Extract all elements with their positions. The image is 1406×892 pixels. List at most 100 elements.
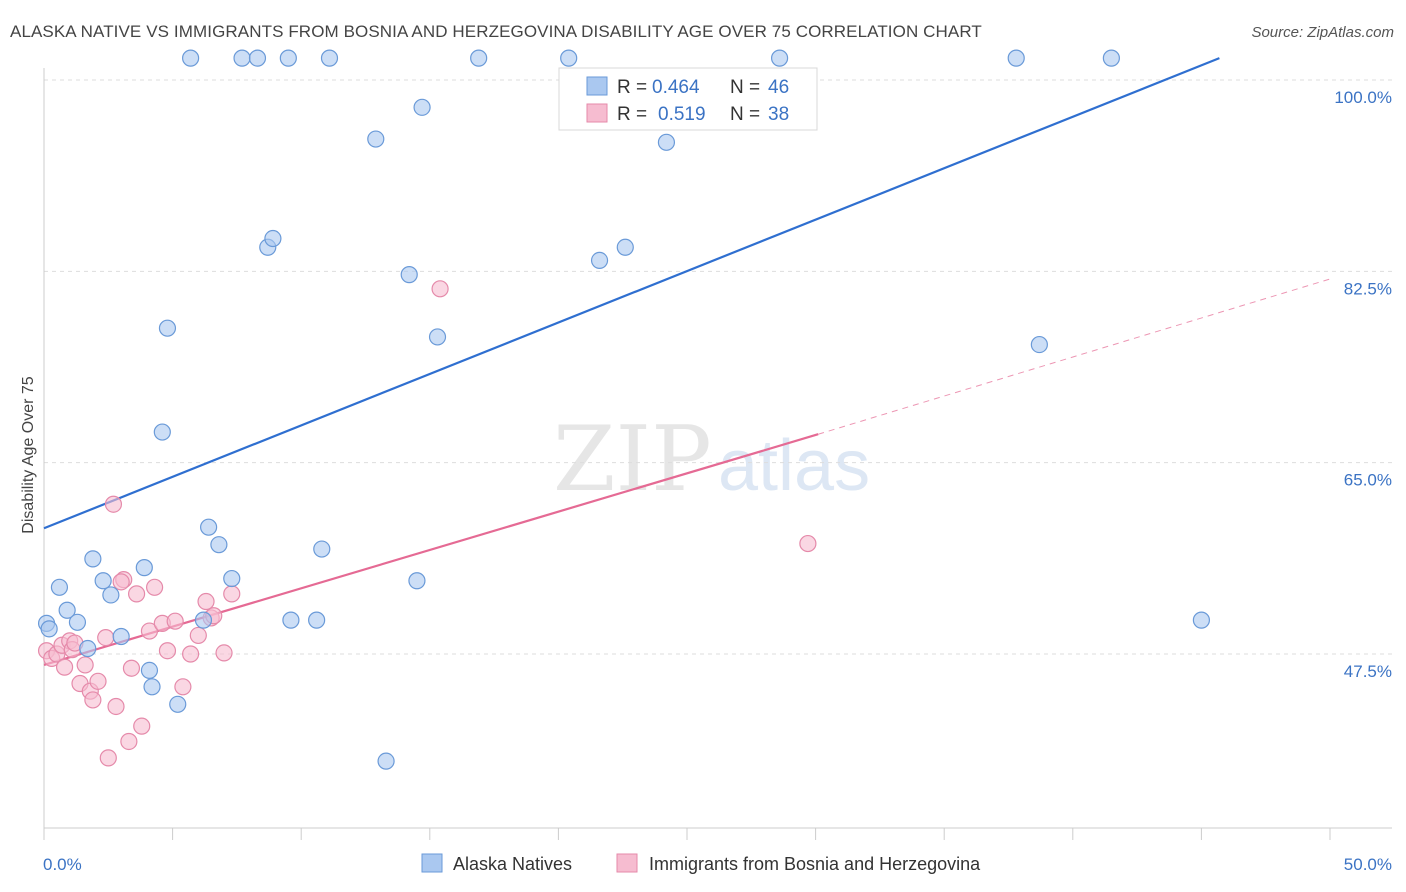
point-alaska-natives	[282, 611, 300, 629]
point-alaska-natives	[50, 578, 69, 596]
point-bosnia	[215, 644, 233, 662]
y-tick-label: 65.0%	[1344, 471, 1392, 490]
point-alaska-natives	[590, 251, 609, 269]
point-alaska-natives	[770, 49, 789, 67]
point-bosnia	[127, 585, 146, 603]
point-alaska-natives	[233, 49, 251, 67]
point-bosnia	[431, 280, 449, 298]
point-alaska-natives	[657, 133, 676, 151]
bottom-legend-label-2: Immigrants from Bosnia and Herzegovina	[649, 854, 981, 874]
point-alaska-natives	[200, 518, 218, 536]
point-alaska-natives	[1030, 335, 1048, 354]
y-tick-label: 47.5%	[1344, 662, 1392, 681]
point-bosnia	[174, 678, 192, 696]
grid-lines	[44, 79, 1392, 655]
legend-r-label-1: R =	[617, 77, 647, 98]
point-alaska-natives	[182, 49, 200, 67]
bottom-legend-swatch-blue	[421, 853, 443, 873]
point-alaska-natives	[84, 550, 102, 568]
correlation-legend: R = 0.464 N = 46 R = 0.519 N = 38	[558, 67, 818, 131]
point-alaska-natives	[158, 319, 177, 337]
point-alaska-natives	[1007, 49, 1025, 67]
point-alaska-natives	[1192, 611, 1211, 629]
trend-line-alaska-natives	[43, 57, 1220, 530]
point-bosnia	[122, 659, 141, 677]
point-alaska-natives	[153, 423, 171, 441]
point-alaska-natives	[194, 611, 213, 629]
point-bosnia	[166, 612, 184, 630]
point-alaska-natives	[408, 572, 426, 590]
point-alaska-natives	[248, 49, 267, 67]
watermark-atlas: atlas	[718, 426, 870, 506]
point-bosnia	[112, 573, 130, 591]
axes	[43, 68, 1392, 840]
point-alaska-natives	[58, 601, 76, 619]
point-alaska-natives	[135, 559, 153, 577]
data-points	[37, 49, 1211, 770]
point-alaska-natives	[279, 49, 297, 67]
y-tick-label: 82.5%	[1344, 279, 1392, 298]
point-alaska-natives	[68, 613, 87, 631]
legend-r-value-2: 0.519	[658, 104, 706, 125]
point-alaska-natives	[413, 98, 431, 116]
point-alaska-natives	[313, 540, 331, 558]
x-tick-label-min: 0.0%	[43, 855, 82, 874]
series-legend: Alaska Natives Immigrants from Bosnia an…	[421, 853, 981, 874]
source-credit: Source: ZipAtlas.com	[1251, 24, 1394, 41]
legend-n-label-1: N =	[730, 77, 760, 98]
point-bosnia	[197, 592, 215, 611]
point-bosnia	[89, 672, 107, 690]
point-alaska-natives	[470, 49, 488, 67]
point-bosnia	[99, 749, 117, 767]
point-bosnia	[104, 495, 123, 513]
point-alaska-natives	[169, 695, 187, 713]
point-bosnia	[55, 658, 74, 676]
point-alaska-natives	[1102, 49, 1120, 67]
point-bosnia	[107, 697, 125, 716]
point-alaska-natives	[79, 639, 97, 658]
point-alaska-natives	[560, 49, 578, 67]
point-bosnia	[84, 691, 102, 709]
point-alaska-natives	[140, 661, 159, 680]
point-alaska-natives	[264, 229, 282, 248]
point-bosnia	[158, 642, 177, 660]
bottom-legend-swatch-pink	[616, 853, 638, 873]
legend-swatch-pink	[586, 103, 608, 123]
legend-n-value-1: 46	[768, 77, 789, 98]
point-bosnia	[120, 732, 138, 751]
point-bosnia	[182, 645, 200, 663]
point-bosnia	[145, 578, 164, 596]
y-tick-labels: 47.5% 65.0% 82.5% 100.0%	[1334, 88, 1392, 681]
x-tick-label-max: 50.0%	[1344, 855, 1392, 874]
point-alaska-natives	[377, 752, 395, 770]
point-bosnia	[223, 585, 241, 603]
watermark-zip: ZIP	[553, 407, 712, 512]
chart-title: ALASKA NATIVE VS IMMIGRANTS FROM BOSNIA …	[10, 22, 982, 41]
point-bosnia	[133, 717, 151, 735]
point-bosnia	[799, 534, 817, 553]
point-alaska-natives	[367, 130, 385, 148]
point-alaska-natives	[143, 678, 161, 696]
legend-r-value-1: 0.464	[652, 77, 700, 98]
point-bosnia	[97, 628, 115, 647]
trend-extension-bosnia	[818, 278, 1331, 435]
point-alaska-natives	[400, 266, 418, 284]
bottom-legend-label-1: Alaska Natives	[453, 854, 572, 874]
point-alaska-natives	[320, 49, 339, 67]
point-bosnia	[189, 626, 207, 645]
point-bosnia	[140, 622, 159, 640]
point-alaska-natives	[210, 536, 228, 554]
legend-n-label-2: N =	[730, 104, 760, 125]
point-alaska-natives	[616, 238, 634, 256]
point-alaska-natives	[308, 611, 326, 629]
point-alaska-natives	[428, 328, 447, 346]
point-bosnia	[76, 656, 94, 674]
point-alaska-natives	[223, 569, 241, 588]
point-alaska-natives	[102, 586, 120, 604]
y-tick-label: 100.0%	[1334, 88, 1392, 107]
legend-n-value-2: 38	[768, 104, 789, 125]
point-alaska-natives	[112, 627, 130, 646]
legend-swatch-blue	[586, 76, 608, 96]
point-alaska-natives	[40, 620, 58, 638]
